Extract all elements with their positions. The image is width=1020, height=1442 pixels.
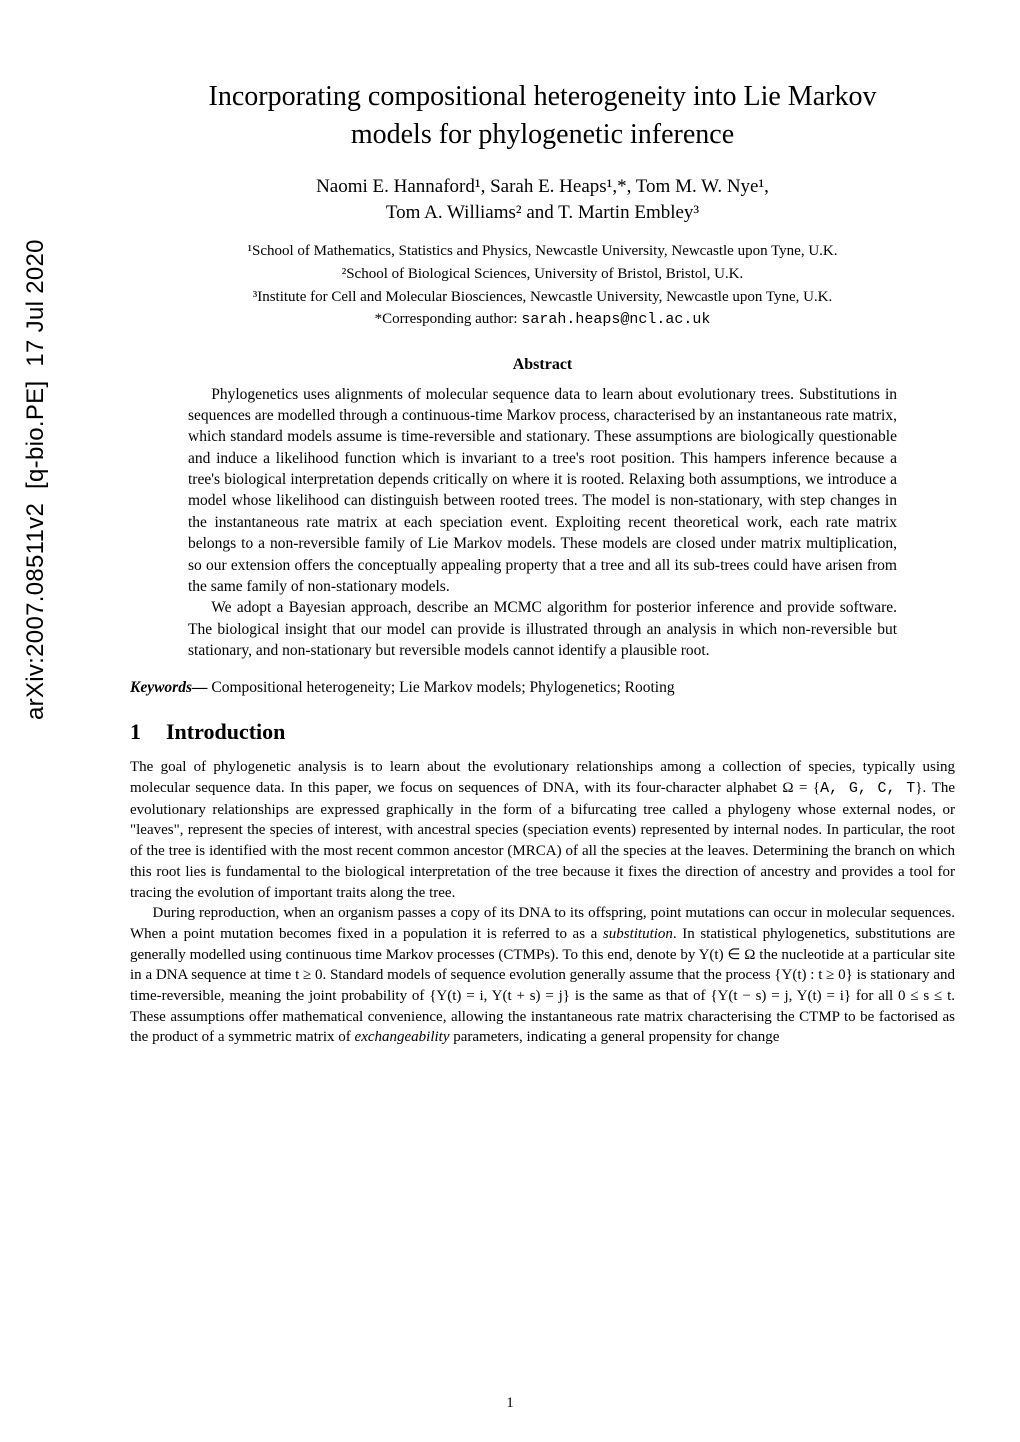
section-number: 1 xyxy=(130,719,166,745)
keywords-text: Compositional heterogeneity; Lie Markov … xyxy=(208,679,675,696)
intro-p1-b: }. The evolutionary relationships are ex… xyxy=(130,780,955,900)
section-title: Introduction xyxy=(166,719,285,744)
paper-title: Incorporating compositional heterogeneit… xyxy=(130,78,955,154)
intro-paragraph-2: During reproduction, when an organism pa… xyxy=(130,903,955,1048)
corresponding-label: *Corresponding author: xyxy=(375,311,518,327)
corresponding-author: *Corresponding author: sarah.heaps@ncl.a… xyxy=(130,311,955,328)
affiliation-1: ¹School of Mathematics, Statistics and P… xyxy=(130,241,955,261)
intro-p2-b: . In statistical phylogenetics, substitu… xyxy=(130,926,955,1045)
authors-line-1: Naomi E. Hannaford¹, Sarah E. Heaps¹,*, … xyxy=(316,176,769,197)
arxiv-category: [q-bio.PE] xyxy=(22,381,49,489)
title-line-2: models for phylogenetic inference xyxy=(351,119,734,150)
keywords-label: Keywords— xyxy=(130,679,208,696)
affiliation-3: ³Institute for Cell and Molecular Biosci… xyxy=(130,287,955,307)
title-line-1: Incorporating compositional heterogeneit… xyxy=(209,81,877,112)
abstract-heading: Abstract xyxy=(130,356,955,374)
intro-p2-c: parameters, indicating a general propens… xyxy=(450,1029,780,1045)
arxiv-id: arXiv:2007.08511v2 xyxy=(22,503,49,720)
page-content: Incorporating compositional heterogeneit… xyxy=(130,78,955,1048)
affiliation-2: ²School of Biological Sciences, Universi… xyxy=(130,264,955,284)
introduction-body: The goal of phylogenetic analysis is to … xyxy=(130,757,955,1048)
section-heading: 1Introduction xyxy=(130,719,955,745)
intro-p2-exchangeability: exchangeability xyxy=(355,1029,450,1045)
page-number: 1 xyxy=(0,1395,1020,1412)
keywords: Keywords— Compositional heterogeneity; L… xyxy=(130,679,955,697)
abstract-paragraph-2: We adopt a Bayesian approach, describe a… xyxy=(188,597,897,661)
intro-paragraph-1: The goal of phylogenetic analysis is to … xyxy=(130,757,955,903)
author-list: Naomi E. Hannaford¹, Sarah E. Heaps¹,*, … xyxy=(130,174,955,227)
abstract-body: Phylogenetics uses alignments of molecul… xyxy=(188,384,897,662)
arxiv-date: 17 Jul 2020 xyxy=(22,239,49,366)
authors-line-2: Tom A. Williams² and T. Martin Embley³ xyxy=(386,202,699,223)
abstract-paragraph-1: Phylogenetics uses alignments of molecul… xyxy=(188,384,897,598)
intro-p2-substitution: substitution xyxy=(603,926,673,942)
intro-p1-alphabet: A, G, C, T xyxy=(820,780,915,797)
arxiv-stamp: arXiv:2007.08511v2 [q-bio.PE] 17 Jul 202… xyxy=(22,239,50,720)
corresponding-email: sarah.heaps@ncl.ac.uk xyxy=(521,311,710,328)
